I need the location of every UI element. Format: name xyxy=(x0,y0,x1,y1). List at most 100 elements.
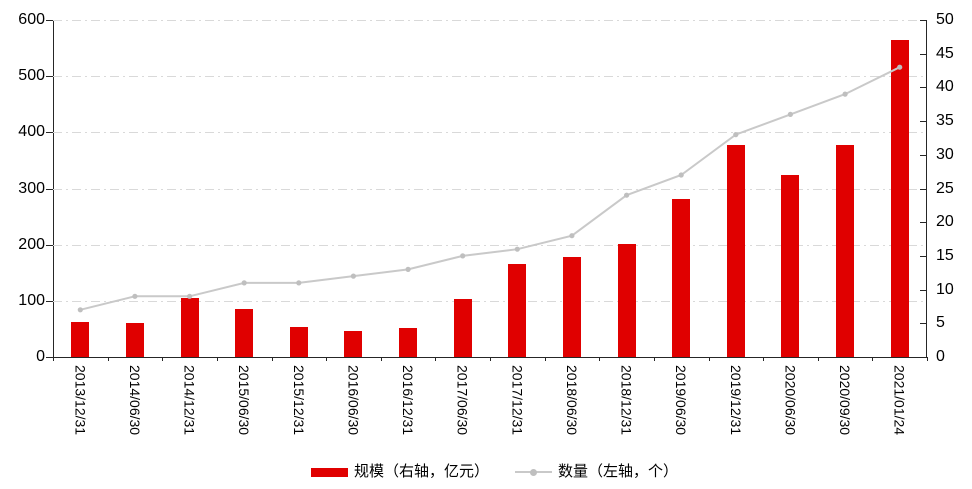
y-axis-right-tick xyxy=(920,188,927,190)
y-axis-left-label: 100 xyxy=(18,291,45,309)
x-axis-tick xyxy=(271,357,273,361)
y-axis-right-tick xyxy=(920,121,927,123)
line-marker-icon xyxy=(77,307,83,313)
y-axis-right-tick xyxy=(920,87,927,89)
x-axis-tick xyxy=(927,357,928,361)
y-axis-right-label: 35 xyxy=(936,112,954,130)
x-axis-tick xyxy=(599,357,601,361)
x-axis-tick xyxy=(162,357,164,361)
gridline xyxy=(53,20,927,21)
x-axis-tick xyxy=(872,357,874,361)
y-axis-left-label: 500 xyxy=(18,67,45,85)
x-axis-category-label: 2020/09/30 xyxy=(837,365,854,436)
x-axis-category-label: 2016/12/31 xyxy=(400,365,417,436)
bar xyxy=(71,321,90,357)
x-axis-category-label: 2014/12/31 xyxy=(181,365,198,436)
y-axis-right-label: 20 xyxy=(936,213,954,231)
y-axis-right-tick xyxy=(920,289,927,291)
legend-bar-swatch-icon xyxy=(311,467,348,477)
x-axis-tick xyxy=(53,357,54,361)
line-marker-icon xyxy=(569,233,575,239)
bar xyxy=(289,327,308,357)
line-marker-icon xyxy=(514,246,520,252)
line-marker-icon xyxy=(296,280,302,286)
legend-line-label: 数量（左轴，个） xyxy=(558,463,679,480)
bar xyxy=(836,144,855,357)
line-marker-icon xyxy=(678,172,684,178)
legend: 规模（右轴，亿元） 数量（左轴，个） xyxy=(311,462,678,482)
legend-line-marker-icon xyxy=(530,468,538,476)
x-axis-tick xyxy=(216,357,218,361)
y-axis-right-label: 40 xyxy=(936,78,954,96)
line-marker-icon xyxy=(350,273,356,279)
bar xyxy=(726,145,745,357)
y-axis-right-tick xyxy=(920,222,927,224)
x-axis-tick xyxy=(490,357,491,361)
x-axis-category-label: 2013/12/31 xyxy=(72,365,89,436)
bar xyxy=(562,256,581,357)
x-axis-category-label: 2017/12/31 xyxy=(509,365,526,436)
bar xyxy=(180,298,199,357)
gridline xyxy=(53,188,927,190)
x-axis-tick xyxy=(326,357,328,361)
line-path xyxy=(80,66,901,311)
y-axis-left-tick xyxy=(46,20,53,21)
gridline xyxy=(53,244,927,246)
gridline xyxy=(53,76,927,78)
x-axis-category-label: 2018/12/31 xyxy=(618,365,635,436)
y-axis-right-tick xyxy=(920,357,927,358)
y-axis-left-label: 300 xyxy=(18,179,45,197)
y-axis-right-tick xyxy=(920,53,927,55)
bar xyxy=(453,298,472,357)
x-axis-category-label: 2021/01/24 xyxy=(891,365,908,436)
line-marker-icon xyxy=(187,293,193,299)
y-axis-right-label: 0 xyxy=(936,348,945,365)
line-marker-icon xyxy=(132,293,138,299)
y-axis-right-label: 30 xyxy=(936,145,954,163)
line-series xyxy=(77,64,903,313)
bar xyxy=(890,39,909,357)
x-axis-tick xyxy=(435,357,437,361)
line-marker-icon xyxy=(897,64,903,70)
y-axis-left-tick xyxy=(46,188,53,190)
y-axis-left-label: 200 xyxy=(18,235,45,253)
line-marker-icon xyxy=(733,132,739,138)
line-marker-icon xyxy=(624,192,630,198)
y-axis-left-label: 0 xyxy=(36,348,45,365)
legend-line-swatch-icon xyxy=(515,468,553,476)
y-axis-left-label: 600 xyxy=(18,11,45,28)
line-marker-icon xyxy=(842,91,848,97)
y-axis-right-tick xyxy=(920,323,927,325)
x-axis-category-label: 2014/06/30 xyxy=(126,365,143,436)
bar xyxy=(399,327,418,357)
y-axis-right-label: 45 xyxy=(936,44,954,62)
x-axis-category-label: 2019/12/31 xyxy=(727,365,744,436)
x-axis-tick xyxy=(380,357,382,361)
line-marker-icon xyxy=(460,253,466,259)
legend-bar-label: 规模（右轴，亿元） xyxy=(354,463,490,480)
gridline xyxy=(53,132,927,134)
x-axis-tick xyxy=(107,357,109,361)
x-axis-category-label: 2017/06/30 xyxy=(454,365,471,436)
plot-area xyxy=(46,20,928,361)
x-axis-category-label: 2015/06/30 xyxy=(236,365,253,436)
y-axis-right-label: 5 xyxy=(936,314,945,332)
line-marker-icon xyxy=(405,266,411,272)
x-axis-category-label: 2019/06/30 xyxy=(673,365,690,436)
y-axis-right-label: 50 xyxy=(936,11,954,28)
y-axis-left-tick xyxy=(46,357,53,358)
y-axis-right-label: 15 xyxy=(936,246,954,264)
y-axis-right-label: 10 xyxy=(936,280,954,298)
y-axis-left-label: 400 xyxy=(18,123,45,141)
y-axis-right-tick xyxy=(920,255,927,257)
bar xyxy=(508,264,527,357)
x-axis-category-label: 2015/12/31 xyxy=(290,365,307,436)
x-axis-tick xyxy=(763,357,765,361)
y-axis-left-tick xyxy=(46,132,53,134)
x-axis-tick xyxy=(544,357,546,361)
gridline xyxy=(53,300,927,302)
y-axis-right-tick xyxy=(920,154,927,156)
y-axis-right-tick xyxy=(920,20,927,21)
x-axis-tick xyxy=(708,357,710,361)
